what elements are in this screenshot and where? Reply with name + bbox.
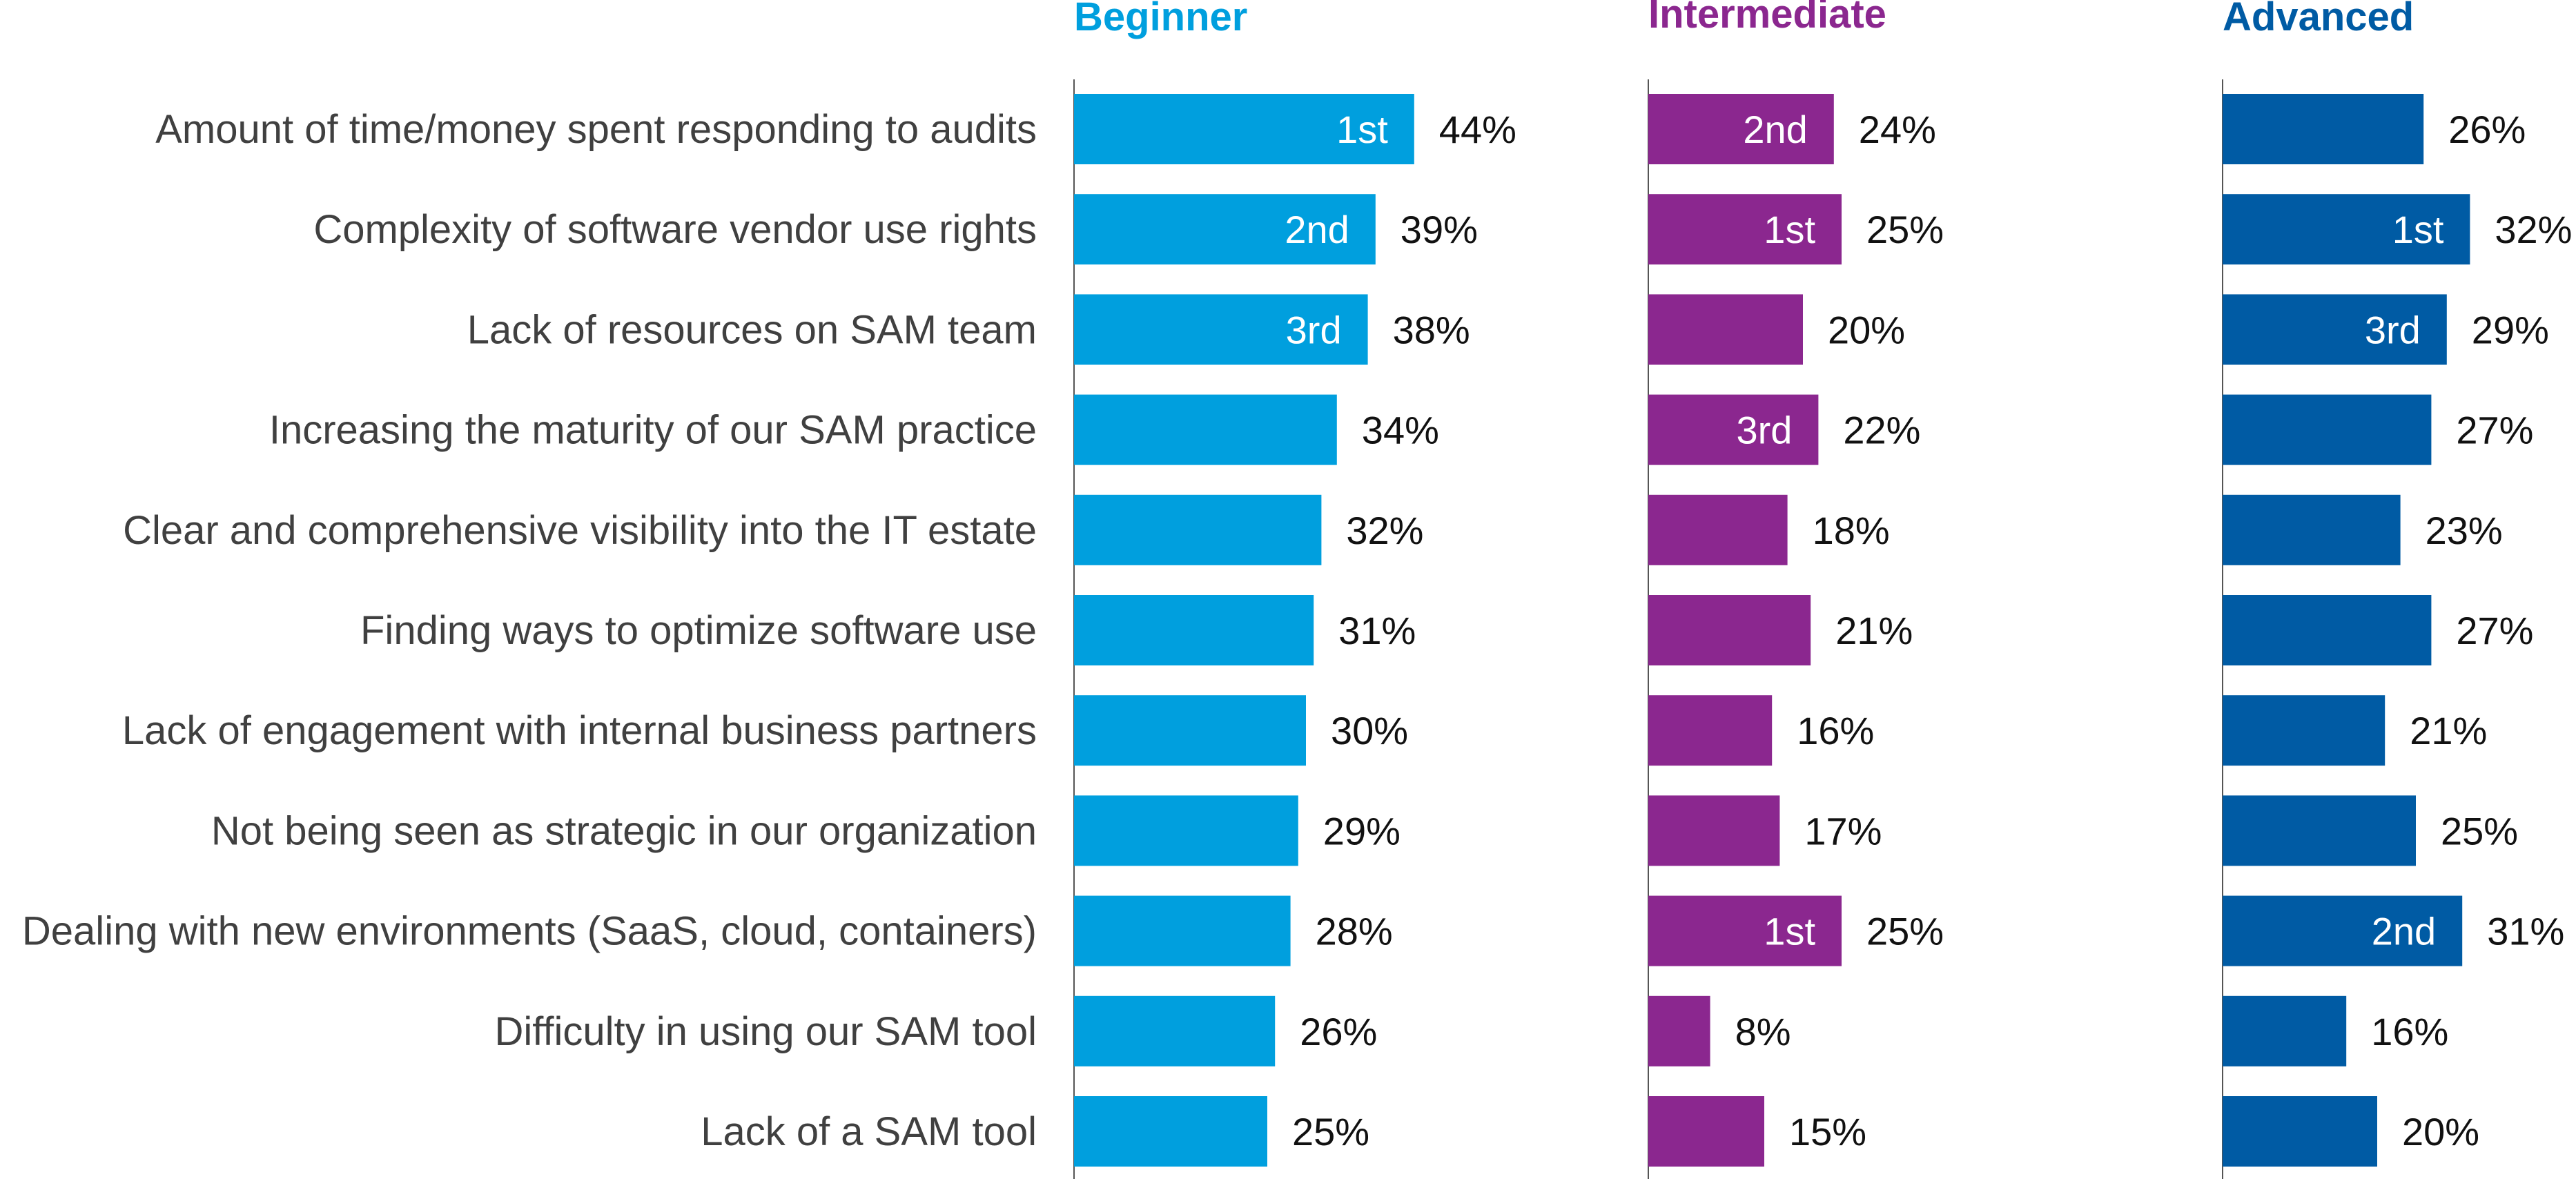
bar-beginner: [1074, 695, 1306, 766]
bar-intermediate: [1648, 895, 1842, 966]
value-label: 23%: [2426, 509, 2503, 552]
bar-advanced: [2223, 194, 2470, 265]
category-label: Difficulty in using our SAM tool: [495, 1009, 1037, 1054]
bar-advanced: [2223, 94, 2424, 164]
value-label: 28%: [1316, 910, 1393, 953]
rank-label: 3rd: [2365, 308, 2421, 351]
value-label: 32%: [2495, 208, 2572, 251]
bar-beginner: [1074, 394, 1337, 465]
panel-title-intermediate: Intermediate: [1648, 0, 1886, 37]
panel-title-beginner: Beginner: [1074, 0, 1247, 39]
category-label: Amount of time/money spent responding to…: [155, 107, 1037, 152]
value-label: 22%: [1843, 409, 1920, 452]
bar-advanced: [2223, 595, 2432, 665]
bar-beginner: [1074, 895, 1291, 966]
category-label: Not being seen as strategic in our organ…: [211, 808, 1037, 853]
bar-advanced: [2223, 895, 2463, 966]
bar-intermediate: [1648, 394, 1819, 465]
category-label: Clear and comprehensive visibility into …: [123, 508, 1037, 553]
rank-label: 1st: [1336, 108, 1388, 151]
value-label: 26%: [1300, 1010, 1377, 1053]
rank-label: 1st: [2392, 208, 2444, 251]
value-label: 39%: [1401, 208, 1478, 251]
bar-beginner: [1074, 94, 1414, 164]
category-label: Finding ways to optimize software use: [360, 608, 1037, 653]
bar-intermediate: [1648, 294, 1803, 365]
bar-advanced: [2223, 294, 2447, 365]
bar-beginner: [1074, 995, 1276, 1066]
value-label: 8%: [1735, 1010, 1791, 1053]
bar-advanced: [2223, 695, 2385, 766]
value-label: 24%: [1859, 108, 1936, 151]
bar-beginner: [1074, 1096, 1267, 1167]
bar-intermediate: [1648, 695, 1773, 766]
category-label: Complexity of software vendor use rights: [313, 207, 1037, 252]
bar-intermediate: [1648, 494, 1788, 565]
rank-label: 2nd: [2372, 910, 2436, 953]
category-label: Lack of engagement with internal busines…: [122, 708, 1037, 753]
value-label: 18%: [1813, 509, 1890, 552]
bar-intermediate: [1648, 94, 1834, 164]
rank-label: 3rd: [1736, 409, 1792, 452]
bar-advanced: [2223, 795, 2416, 866]
value-label: 25%: [2441, 809, 2518, 852]
bar-intermediate: [1648, 995, 1710, 1066]
category-label: Increasing the maturity of our SAM pract…: [269, 408, 1037, 453]
bar-advanced: [2223, 1096, 2377, 1167]
value-label: 26%: [2448, 108, 2526, 151]
value-label: 25%: [1866, 910, 1944, 953]
bar-beginner: [1074, 194, 1376, 265]
value-label: 29%: [2472, 308, 2549, 351]
value-label: 25%: [1866, 208, 1944, 251]
value-label: 20%: [2402, 1110, 2479, 1153]
bar-advanced: [2223, 494, 2401, 565]
rank-label: 1st: [1764, 910, 1815, 953]
category-label: Lack of a SAM tool: [701, 1109, 1037, 1154]
value-label: 27%: [2456, 409, 2533, 452]
value-label: 17%: [1804, 809, 1882, 852]
category-label: Lack of resources on SAM team: [467, 307, 1037, 352]
value-label: 21%: [2410, 709, 2487, 752]
value-label: 29%: [1323, 809, 1401, 852]
value-label: 31%: [1338, 609, 1416, 652]
value-label: 21%: [1835, 609, 1913, 652]
rank-label: 3rd: [1286, 308, 1342, 351]
value-label: 38%: [1393, 308, 1470, 351]
bar-intermediate: [1648, 595, 1811, 665]
bar-beginner: [1074, 294, 1368, 365]
value-label: 27%: [2456, 609, 2533, 652]
bar-advanced: [2223, 394, 2432, 465]
bar-intermediate: [1648, 795, 1780, 866]
rank-label: 2nd: [1743, 108, 1807, 151]
bar-intermediate: [1648, 1096, 1764, 1167]
category-label: Dealing with new environments (SaaS, clo…: [22, 909, 1037, 954]
value-label: 16%: [1797, 709, 1874, 752]
value-label: 44%: [1439, 108, 1516, 151]
value-label: 31%: [2487, 910, 2564, 953]
value-label: 34%: [1362, 409, 1439, 452]
value-label: 25%: [1292, 1110, 1369, 1153]
value-label: 15%: [1789, 1110, 1866, 1153]
rank-label: 1st: [1764, 208, 1815, 251]
value-label: 20%: [1828, 308, 1905, 351]
bar-intermediate: [1648, 194, 1842, 265]
rank-label: 2nd: [1285, 208, 1349, 251]
bar-beginner: [1074, 795, 1298, 866]
value-label: 30%: [1331, 709, 1408, 752]
value-label: 32%: [1346, 509, 1423, 552]
bar-beginner: [1074, 494, 1322, 565]
value-label: 16%: [2371, 1010, 2448, 1053]
bar-beginner: [1074, 595, 1314, 665]
panel-title-advanced: Advanced: [2223, 0, 2414, 39]
bar-advanced: [2223, 995, 2347, 1066]
